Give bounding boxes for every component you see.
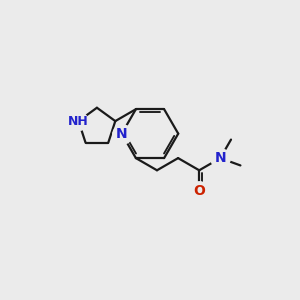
- Text: O: O: [193, 184, 205, 198]
- Text: N: N: [214, 151, 226, 165]
- Text: NH: NH: [68, 115, 89, 128]
- Text: N: N: [116, 127, 128, 141]
